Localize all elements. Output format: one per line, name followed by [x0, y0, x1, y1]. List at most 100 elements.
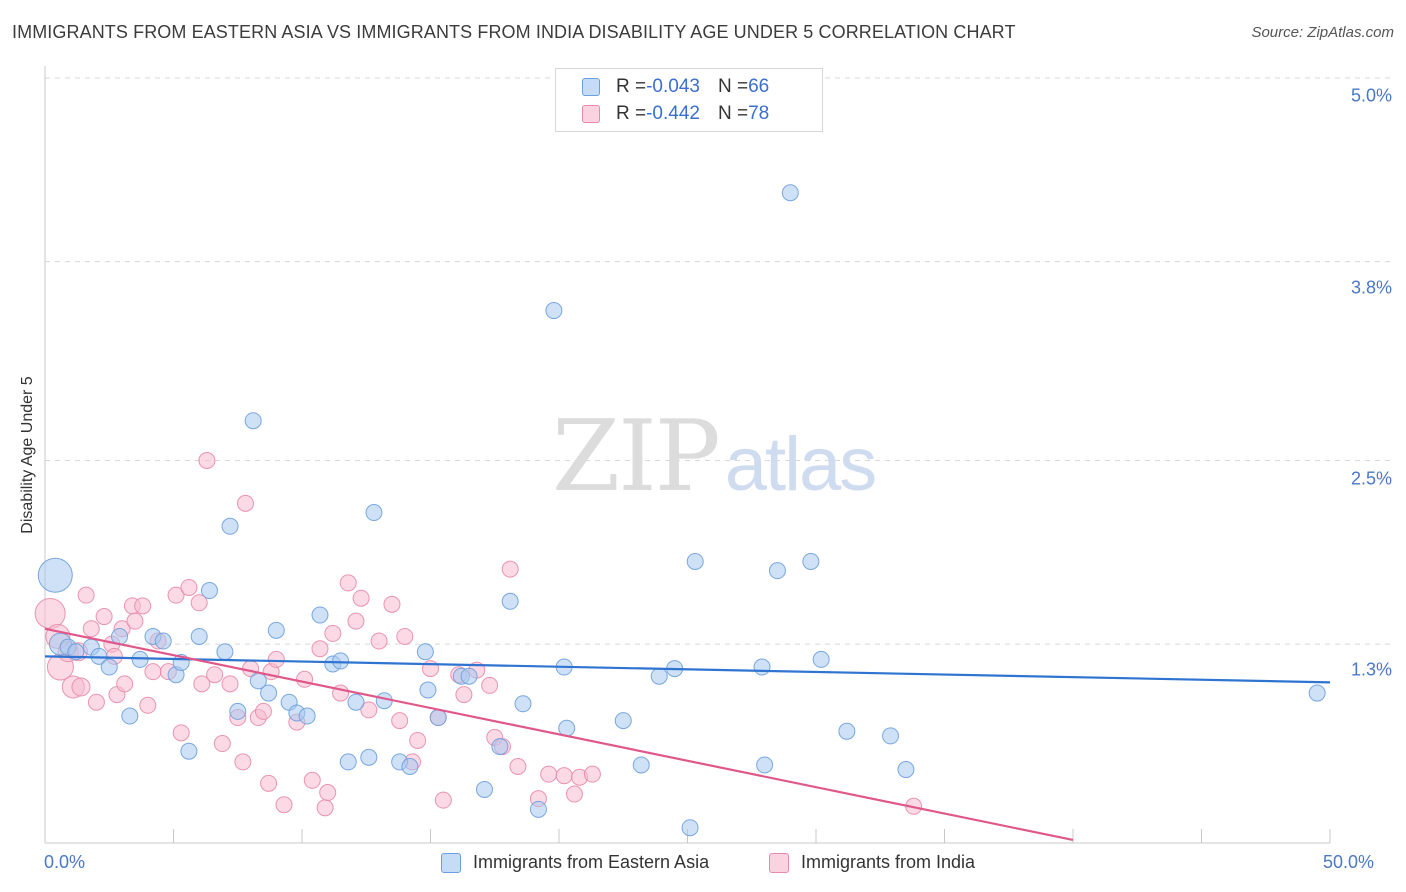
- y-tick-label: 3.8%: [1350, 277, 1392, 298]
- india-point: [316, 799, 334, 817]
- eastern-asia-point: [267, 621, 285, 639]
- eastern-asia-point: [221, 517, 239, 535]
- legend-r-value: -0.043: [646, 76, 700, 97]
- bottom-legend-swatch-blue: [441, 852, 461, 873]
- eastern-asia-point: [121, 707, 139, 725]
- india-point: [172, 724, 190, 742]
- eastern-asia-point: [753, 658, 771, 676]
- legend-n-label: N =: [717, 103, 749, 124]
- source-label: Source: ZipAtlas.com: [1251, 24, 1394, 41]
- watermark-atlas: atlas: [724, 422, 878, 507]
- india-point: [396, 627, 414, 645]
- india-point: [434, 791, 452, 809]
- eastern-asia-point: [67, 643, 85, 661]
- india-point: [360, 701, 378, 719]
- eastern-asia-point: [460, 667, 478, 685]
- legend-n-value: 78: [748, 103, 770, 124]
- india-point: [95, 608, 113, 626]
- bottom-legend-label: Immigrants from Eastern Asia: [473, 852, 710, 872]
- india-point: [71, 677, 91, 697]
- india-point: [234, 753, 252, 771]
- eastern-asia-point: [514, 695, 532, 713]
- eastern-asia-point: [501, 592, 519, 610]
- india-point: [213, 735, 231, 753]
- eastern-asia-trend-line: [44, 655, 1331, 684]
- india-point: [319, 784, 337, 802]
- india-point: [267, 650, 285, 668]
- eastern-asia-point: [429, 709, 447, 727]
- india-point: [509, 758, 527, 775]
- eastern-asia-point: [475, 780, 493, 798]
- india-point: [391, 712, 409, 730]
- correlation-legend: R = -0.043 N = 66 R = -0.442 N = 78: [555, 68, 823, 132]
- eastern-asia-point: [229, 702, 247, 720]
- india-point: [275, 796, 293, 814]
- india-point: [116, 675, 134, 693]
- india-point: [409, 731, 427, 749]
- eastern-asia-point: [686, 552, 704, 570]
- legend-swatch-pink: [582, 105, 600, 123]
- eastern-asia-point: [781, 184, 799, 202]
- india-point: [583, 765, 601, 783]
- y-tick-label: 5.0%: [1350, 85, 1392, 106]
- eastern-asia-point: [339, 753, 357, 771]
- india-point: [383, 595, 401, 613]
- india-point: [481, 676, 499, 694]
- india-point: [501, 560, 519, 578]
- eastern-asia-point: [216, 643, 234, 661]
- chart-title: IMMIGRANTS FROM EASTERN ASIA VS IMMIGRAN…: [12, 22, 1016, 42]
- eastern-asia-point: [401, 758, 419, 775]
- india-point: [139, 696, 157, 714]
- watermark: ZIPatlas: [552, 400, 878, 514]
- india-point: [34, 598, 66, 629]
- india-point: [82, 620, 100, 638]
- eastern-asia-point: [812, 650, 830, 668]
- trend-lines: [44, 627, 1331, 842]
- eastern-asia-point: [180, 742, 198, 760]
- eastern-asia-point: [200, 582, 218, 600]
- eastern-asia-point: [332, 652, 350, 670]
- eastern-asia-point: [491, 738, 509, 756]
- india-point: [87, 693, 105, 711]
- legend-n-label: N =: [717, 76, 749, 97]
- eastern-asia-point: [545, 302, 563, 320]
- bottom-legend-swatch-pink: [769, 852, 789, 873]
- eastern-asia-point: [419, 681, 437, 699]
- eastern-asia-point: [360, 748, 378, 766]
- gridlines: [45, 77, 1390, 645]
- y-tick-label: 2.5%: [1350, 468, 1392, 489]
- eastern-asia-point: [802, 552, 820, 570]
- legend-swatch-blue: [582, 78, 600, 96]
- y-axis-label: Disability Age Under 5: [19, 376, 36, 534]
- legend-n-value: 66: [748, 76, 770, 97]
- eastern-asia-point: [311, 606, 329, 624]
- india-point: [260, 774, 278, 792]
- eastern-asia-point: [365, 504, 383, 522]
- eastern-asia-point: [882, 727, 900, 745]
- eastern-asia-point: [37, 557, 73, 593]
- eastern-asia-point: [416, 643, 434, 661]
- india-point: [555, 767, 573, 785]
- eastern-asia-point: [756, 756, 774, 774]
- legend-r-value: -0.442: [646, 103, 700, 124]
- india-point: [339, 574, 357, 592]
- india-point: [144, 663, 162, 681]
- eastern-asia-point: [100, 658, 118, 676]
- india-point: [565, 785, 583, 803]
- india-point: [206, 666, 224, 684]
- legend-row-india: R = -0.442 N = 78: [582, 102, 769, 126]
- india-point: [180, 578, 198, 596]
- bottom-legend-label: Immigrants from India: [801, 852, 976, 872]
- india-point: [193, 675, 211, 693]
- india-point: [370, 632, 388, 650]
- india-point: [254, 702, 272, 720]
- india-point: [221, 675, 239, 693]
- india-point: [77, 586, 95, 604]
- india-point: [167, 586, 185, 604]
- india-point: [352, 589, 370, 607]
- x-tick-label: 50.0%: [1323, 852, 1375, 872]
- axes: [44, 66, 1331, 844]
- india-point: [311, 640, 329, 658]
- eastern-asia-point: [298, 707, 316, 725]
